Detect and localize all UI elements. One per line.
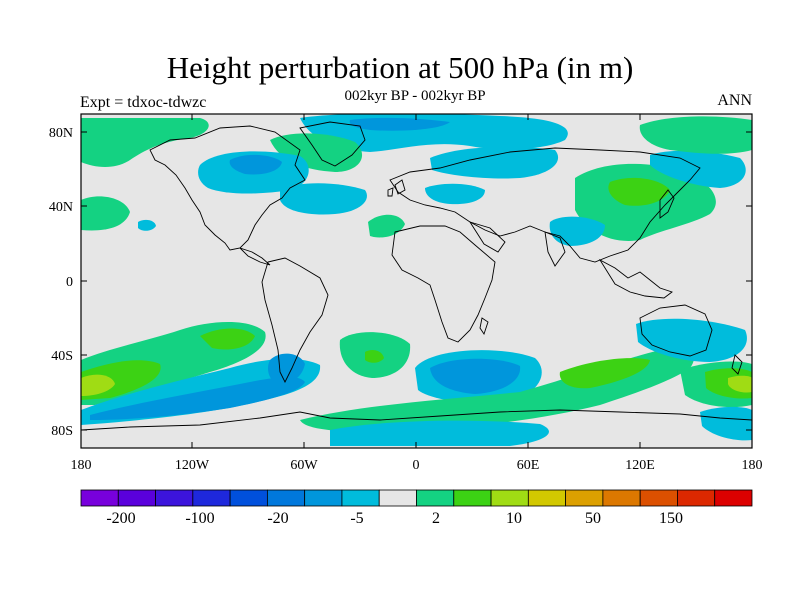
contour-pos-south-pacific-high: [81, 374, 115, 396]
contour-neg-atlantic: [280, 183, 367, 215]
coast-central-america: [239, 247, 271, 266]
contour-neg-antarctic-east: [700, 406, 752, 441]
coast-south-america: [261, 257, 329, 384]
lon-label-180e: 180: [742, 458, 763, 473]
colorbar-box: [341, 489, 380, 507]
lat-label-80n: 80N: [49, 126, 73, 141]
contour-fills: [81, 114, 752, 446]
coast-africa: [391, 225, 496, 343]
lon-tick-marks: [191, 114, 641, 448]
coastlines: [81, 121, 752, 431]
lat-tick-labels: 80N 40N 0 40S 80S: [49, 126, 73, 439]
colorbar-box: [192, 489, 231, 507]
contour-pos-arctic-east: [639, 116, 752, 154]
coast-australia: [639, 304, 713, 357]
coast-north-america: [149, 125, 306, 251]
lat-label-40n: 40N: [49, 200, 73, 215]
coast-antarctica: [81, 409, 752, 431]
lon-tick-labels: 180 120W 60W 0 60E 120E 180: [71, 458, 763, 473]
colorbar-box: [527, 489, 567, 507]
colorbar-box: [677, 489, 716, 507]
season-label: ANN: [717, 92, 752, 109]
colorbar-label: 10: [506, 510, 522, 527]
colorbar-label: -200: [106, 510, 135, 527]
colorbar-box: [229, 489, 268, 507]
contour-neg-siberia: [430, 146, 559, 179]
contour-neg-antarctic-west: [330, 420, 549, 446]
lat-label-40s: 40S: [51, 349, 73, 364]
map-subtitle: 002kyr BP - 002kyr BP: [344, 88, 486, 104]
contour-pos-indian-core: [559, 358, 650, 389]
contour-pos-east-asia-core: [608, 177, 670, 206]
coast-madagascar: [479, 317, 489, 336]
contour-neg-southern-ocean-core: [90, 377, 305, 420]
colorbar-box: [602, 489, 641, 507]
colorbar-box: [565, 489, 604, 507]
contour-pos-west-pacific-nh: [81, 196, 130, 231]
coast-uk-ireland: [387, 187, 394, 197]
map-title: Height perturbation at 500 hPa (in m): [166, 50, 634, 85]
coast-arabia: [468, 221, 506, 253]
colorbar-box: [378, 489, 417, 507]
colorbar-label: -20: [267, 510, 288, 527]
contour-neg-south-indian-core: [430, 358, 521, 394]
contour-neg-pacific-small: [138, 219, 156, 231]
colorbar-box: [117, 489, 156, 507]
experiment-label: Expt = tdxoc-tdwzc: [80, 94, 207, 111]
coast-india: [544, 231, 566, 267]
contour-neg-europe: [425, 183, 485, 205]
contour-neg-australia: [636, 318, 747, 362]
colorbar-label: 50: [585, 510, 601, 527]
lat-tick-marks: [81, 131, 752, 431]
colorbar-label: -100: [185, 510, 214, 527]
colorbar-box: [416, 489, 455, 507]
contour-pos-south-atlantic-core: [365, 350, 384, 363]
colorbar-box: [80, 489, 119, 507]
contour-neg-na-core: [229, 154, 282, 175]
colorbar-box: [490, 489, 529, 507]
coast-british-isles: [394, 179, 406, 195]
lon-label-0: 0: [413, 458, 420, 473]
contour-neg-asia: [549, 216, 605, 246]
colorbar-label: -5: [350, 510, 363, 527]
contour-neg-arctic-core: [349, 117, 450, 131]
contour-pos-alaska: [81, 118, 209, 167]
contour-neg-patagonia: [268, 353, 305, 385]
lat-label-0: 0: [66, 275, 73, 290]
colorbar-box: [266, 489, 306, 507]
contour-pos-southeast-pacific-high: [728, 375, 752, 393]
lon-label-60w: 60W: [290, 458, 318, 473]
lon-label-120w: 120W: [175, 458, 210, 473]
lat-label-80s: 80S: [51, 424, 73, 439]
coast-eurasia: [389, 147, 701, 263]
coast-new-zealand: [731, 354, 743, 375]
lon-label-120e: 120E: [625, 458, 655, 473]
coast-greenland: [299, 121, 366, 167]
contour-pos-spacific-east: [200, 328, 255, 350]
colorbar-box: [453, 489, 492, 507]
lon-label-180w: 180: [71, 458, 92, 473]
colorbar-labels: -200 -100 -20 -5 2 10 50 150: [106, 510, 683, 527]
colorbar: [80, 489, 753, 507]
colorbar-box: [714, 489, 753, 507]
coast-japan: [659, 189, 675, 219]
lon-label-60e: 60E: [517, 458, 540, 473]
colorbar-box: [155, 489, 194, 507]
colorbar-box: [304, 489, 343, 507]
colorbar-label: 2: [432, 510, 440, 527]
colorbar-box: [639, 489, 678, 507]
coast-southeast-asia: [598, 258, 673, 299]
contour-neg-north-pacific: [650, 150, 746, 188]
colorbar-label: 150: [659, 510, 683, 527]
